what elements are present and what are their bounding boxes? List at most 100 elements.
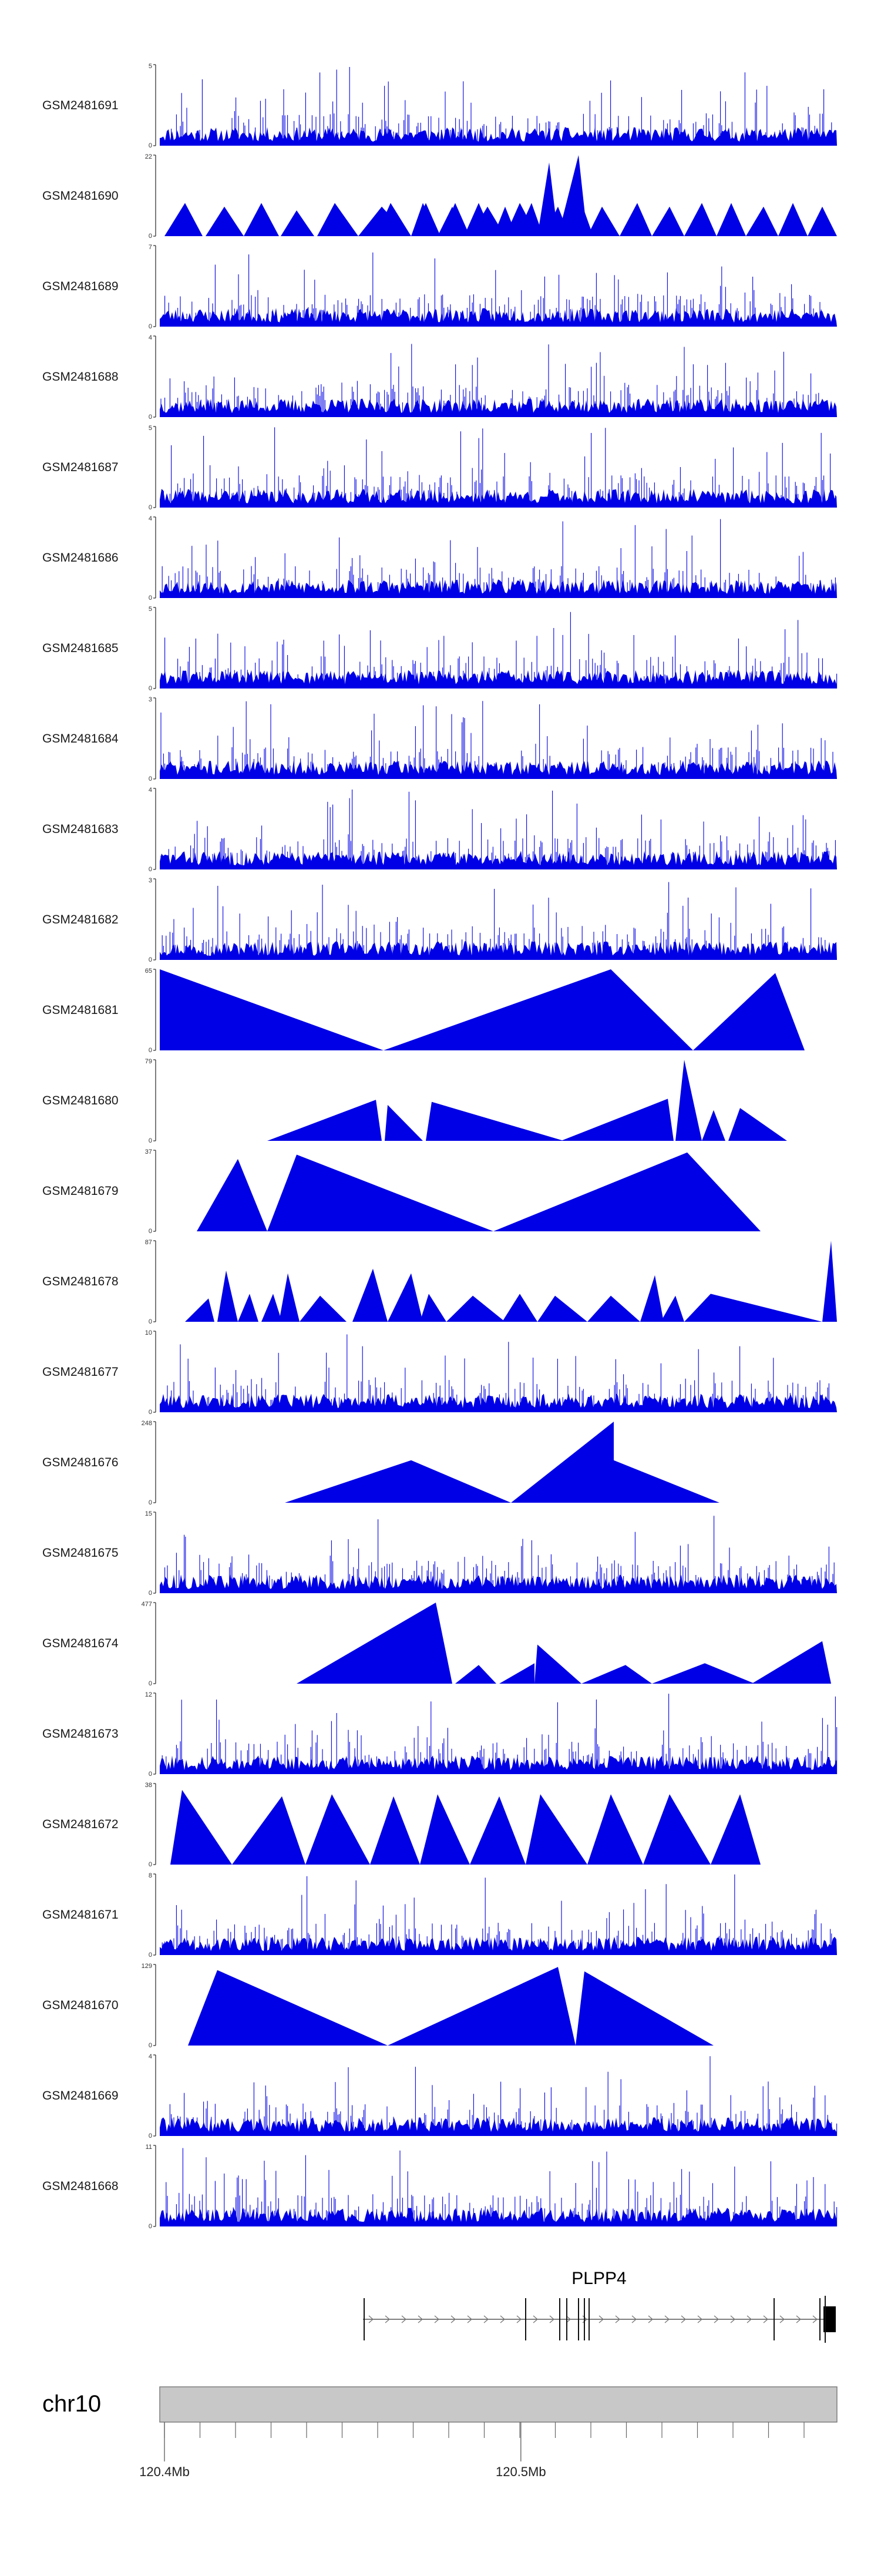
coverage-peak [261, 1294, 282, 1322]
chromosome-ideogram [159, 2386, 838, 2423]
coverage-peak [778, 203, 808, 236]
track-label: GSM2481682 [42, 913, 119, 926]
coverage-peak [614, 1460, 719, 1503]
coverage-peak [388, 1273, 423, 1322]
strand-arrow [648, 2315, 653, 2323]
strand-arrow [730, 2315, 735, 2323]
y-tick-label-min: 0 [149, 1228, 152, 1235]
track-GSM2481689: GSM2481689 7 0 [42, 244, 837, 330]
coverage-peak [420, 1294, 446, 1322]
coverage-peak [160, 969, 384, 1050]
coverage-peak [752, 1641, 831, 1684]
coverage-peak [244, 203, 279, 236]
y-tick-label-max: 5 [149, 606, 152, 613]
strand-arrow [598, 2315, 604, 2323]
coverage-peak [652, 1663, 755, 1684]
track-label: GSM2481668 [42, 2179, 119, 2193]
coverage-peak [499, 1663, 534, 1684]
track-GSM2481687: GSM2481687 5 0 [42, 425, 837, 511]
track-GSM2481680: GSM2481680 79 0 [42, 1058, 787, 1144]
coverage-peak [702, 1110, 725, 1141]
y-tick-label-min: 0 [149, 1861, 152, 1868]
track-label: GSM2481678 [42, 1275, 119, 1288]
y-tick-label-max: 4 [149, 787, 152, 794]
track-GSM2481685: GSM2481685 5 0 [42, 606, 838, 692]
coverage-peak [352, 1268, 388, 1322]
coverage-peak [411, 203, 438, 236]
coverage-area [160, 760, 837, 779]
track-label: GSM2481681 [42, 1003, 119, 1017]
coverage-peak [526, 1794, 587, 1865]
track-GSM2481691: GSM2481691 5 0 [42, 63, 837, 149]
y-tick-label-max: 11 [146, 2144, 152, 2151]
track-GSM2481679: GSM2481679 37 0 [42, 1148, 761, 1235]
strand-arrow [418, 2315, 423, 2323]
y-tick-label-min: 0 [149, 1680, 152, 1687]
y-tick-label-max: 22 [145, 153, 152, 160]
coverage-peak [217, 1270, 238, 1322]
coverage-area [160, 1755, 837, 1774]
coverage-peak [388, 1967, 576, 2046]
gene-name: PLPP4 [571, 2269, 626, 2288]
y-tick-label-max: 87 [145, 1239, 152, 1246]
strand-arrow [516, 2315, 522, 2323]
track-label: GSM2481687 [42, 461, 119, 474]
strand-arrow [664, 2315, 670, 2323]
y-tick-label-max: 129 [142, 1963, 152, 1970]
coverage-area [160, 2117, 837, 2136]
track-label: GSM2481686 [42, 551, 119, 565]
y-tick-label-max: 3 [149, 877, 152, 884]
coverage-peak [446, 1295, 505, 1322]
y-tick-label-min: 0 [149, 1499, 152, 1506]
strand-arrow [714, 2315, 719, 2323]
y-tick-label-min: 0 [149, 504, 152, 511]
coverage-peak [164, 203, 203, 236]
coverage-peak [300, 1295, 347, 1322]
coverage-peak [587, 206, 620, 236]
track-GSM2481672: GSM2481672 38 0 [42, 1782, 761, 1868]
strand-arrow [615, 2315, 620, 2323]
coverage-peak [370, 1796, 420, 1865]
coverage-peak [570, 203, 593, 236]
track-GSM2481681: GSM2481681 65 0 [42, 968, 805, 1054]
track-GSM2481676: GSM2481676 248 0 [42, 1420, 719, 1506]
y-tick-label-max: 5 [149, 425, 152, 432]
y-tick-label-min: 0 [149, 1952, 152, 1959]
track-GSM2481688: GSM2481688 4 0 [42, 334, 837, 421]
y-tick-label-max: 3 [149, 696, 152, 703]
coverage-peak [711, 1794, 761, 1865]
y-tick-label-max: 4 [149, 2053, 152, 2060]
y-tick-label-min: 0 [149, 1137, 152, 1144]
coverage-peak [808, 206, 837, 236]
track-GSM2481670: GSM2481670 129 0 [42, 1963, 714, 2049]
track-GSM2481690: GSM2481690 22 0 [42, 153, 837, 240]
y-tick-label-min: 0 [149, 1318, 152, 1325]
y-tick-label-max: 4 [149, 334, 152, 341]
strand-arrow [434, 2315, 439, 2323]
coverage-peak [493, 206, 517, 236]
track-label: GSM2481688 [42, 370, 119, 384]
coverage-peak [426, 1101, 564, 1141]
strand-arrow [747, 2315, 752, 2323]
y-tick-label-min: 0 [149, 2223, 152, 2230]
y-tick-label-min: 0 [149, 595, 152, 602]
y-tick-label-max: 15 [145, 1510, 152, 1517]
coverage-peak [728, 1108, 787, 1141]
y-tick-label-min: 0 [149, 2132, 152, 2140]
coverage-peak [188, 1970, 388, 2046]
coverage-peak [305, 1794, 370, 1865]
coverage-peak [502, 1294, 537, 1322]
track-label: GSM2481670 [42, 1999, 119, 2012]
coverage-peak [317, 203, 358, 236]
coverage-peak [232, 1796, 305, 1865]
y-tick-label-max: 4 [149, 515, 152, 522]
track-GSM2481686: GSM2481686 4 0 [42, 515, 837, 602]
track-GSM2481668: GSM2481668 11 0 [42, 2144, 838, 2230]
coverage-peak [643, 1794, 711, 1865]
track-GSM2481684: GSM2481684 3 0 [42, 696, 837, 782]
strand-arrow [401, 2315, 406, 2323]
y-tick-label-min: 0 [149, 1047, 152, 1054]
